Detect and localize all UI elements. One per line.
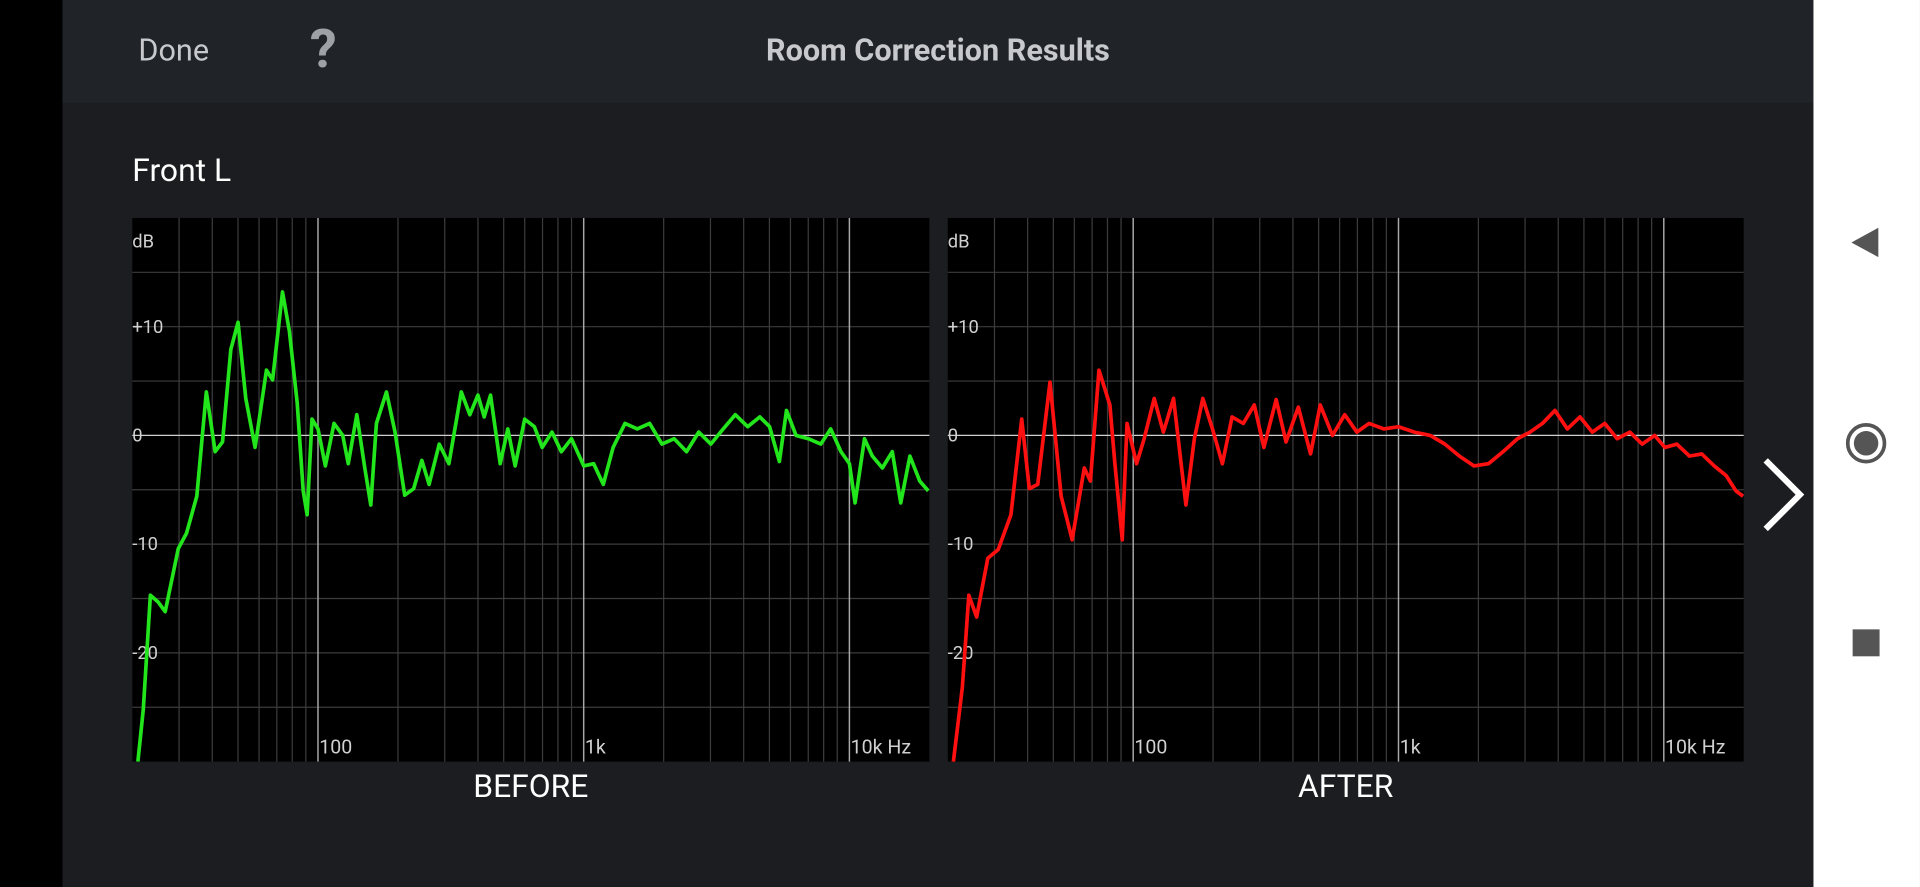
chart-label: AFTER: [1298, 767, 1394, 805]
nav-back[interactable]: [1851, 227, 1879, 258]
y-tick-label: 0: [948, 425, 958, 446]
x-tick-label: 10k Hz: [851, 735, 912, 758]
done-button[interactable]: Done: [138, 34, 209, 69]
response-curve: [136, 290, 930, 762]
response-curve: [951, 368, 1745, 762]
header-title: Room Correction Results: [766, 34, 1110, 69]
y-tick-label: +10: [948, 317, 979, 338]
next-arrow[interactable]: [1763, 458, 1805, 532]
y-tick-label: +10: [132, 317, 163, 338]
channel-name: Front L: [132, 151, 231, 189]
chart-label: BEFORE: [473, 767, 588, 805]
nav-home[interactable]: [1845, 423, 1887, 464]
y-tick-label: -20: [948, 643, 974, 664]
x-tick-label: 1k: [585, 735, 606, 758]
left-edge: [0, 0, 63, 887]
header-bar: [62, 0, 1814, 103]
nav-home-dot: [1853, 431, 1879, 456]
x-tick-label: 1k: [1400, 735, 1421, 758]
y-tick-label: 0: [132, 425, 142, 446]
y-tick-label: -10: [948, 534, 974, 555]
y-tick-label: -10: [132, 534, 158, 555]
y-axis-label: dB: [948, 231, 970, 252]
nav-recents[interactable]: [1852, 629, 1880, 657]
help-button[interactable]: ?: [310, 18, 337, 81]
x-tick-label: 100: [319, 735, 352, 758]
x-tick-label: 10k Hz: [1665, 735, 1726, 758]
x-tick-label: 100: [1134, 735, 1167, 758]
y-axis-label: dB: [132, 231, 154, 252]
